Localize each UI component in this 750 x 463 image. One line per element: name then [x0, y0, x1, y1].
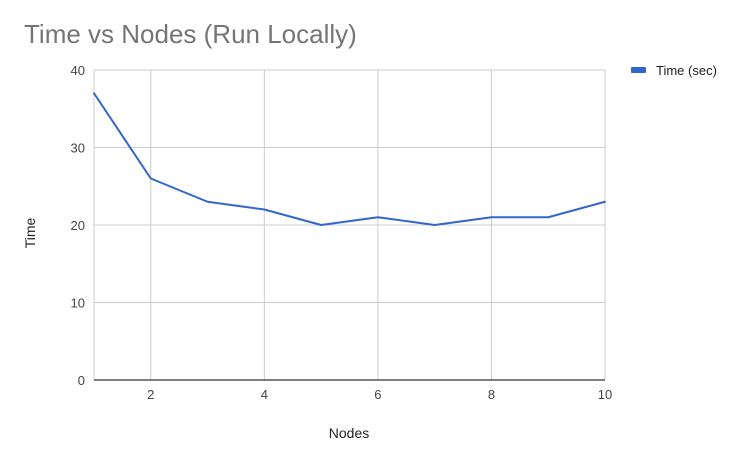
y-tick-label: 40	[71, 63, 85, 78]
x-tick-label: 6	[374, 387, 381, 402]
x-tick-label: 2	[147, 387, 154, 402]
axes	[93, 70, 605, 381]
y-axis-title: Time	[22, 217, 38, 248]
y-tick-label: 20	[71, 218, 85, 233]
x-tick-label: 4	[261, 387, 268, 402]
series-layer	[93, 92, 606, 226]
legend: Time (sec)	[631, 63, 717, 78]
gridlines	[94, 69, 606, 380]
chart-title: Time vs Nodes (Run Locally)	[24, 19, 357, 49]
legend-swatch	[631, 67, 646, 73]
x-axis-title: Nodes	[329, 425, 369, 441]
y-tick-label: 30	[71, 141, 85, 156]
legend-label: Time (sec)	[656, 63, 717, 78]
y-tick-label: 10	[71, 296, 85, 311]
series-line	[93, 92, 606, 226]
x-tick-label: 10	[598, 387, 612, 402]
y-tick-label: 0	[78, 373, 85, 388]
x-tick-label: 8	[488, 387, 495, 402]
tick-labels: 0 10 20 30 40 2 4 6 8 10	[71, 63, 613, 402]
